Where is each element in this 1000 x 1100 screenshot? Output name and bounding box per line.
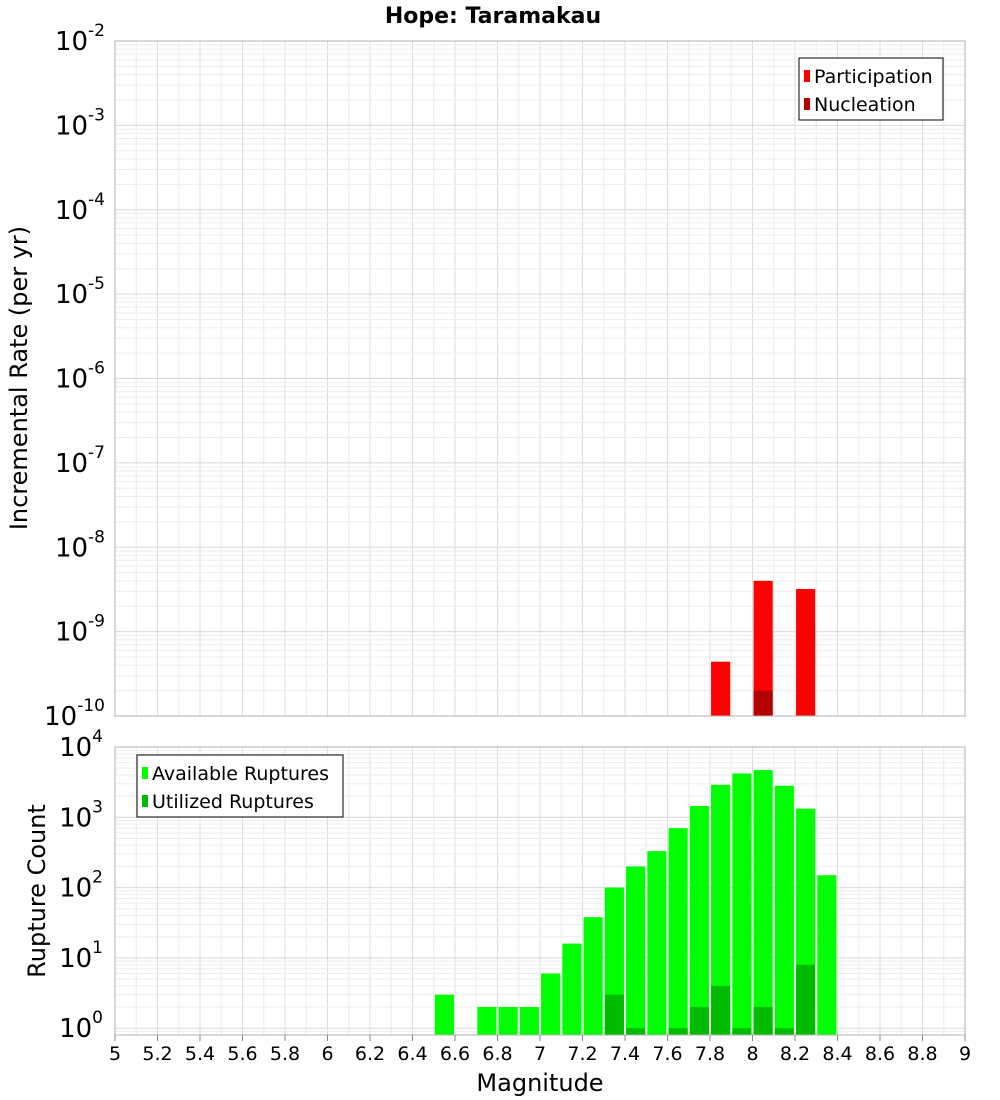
x-tick-label: 5.4 [185, 1043, 215, 1065]
x-tick-label: 6 [321, 1043, 333, 1065]
bar-utilized-ruptures [796, 964, 816, 1035]
top-y-axis-label: Incremental Rate (per yr) [5, 226, 33, 530]
legend: Available Ruptures Utilized Ruptures [136, 754, 344, 818]
bar-utilized-ruptures [626, 1028, 646, 1035]
y-tick-label: 102 [59, 868, 103, 904]
y-tick-label: 104 [59, 727, 103, 763]
bar-utilized-ruptures [732, 1028, 752, 1035]
x-tick-label: 7.4 [610, 1043, 640, 1065]
bar-available-ruptures [498, 1007, 518, 1035]
x-tick-label: 5.8 [270, 1043, 300, 1065]
x-tick-label: 9 [959, 1043, 971, 1065]
bar-participation [796, 589, 816, 716]
x-tick-label: 8.6 [865, 1043, 895, 1065]
x-tick-label: 5.2 [142, 1043, 172, 1065]
bar-available-ruptures [583, 917, 603, 1035]
x-tick-label: 6.6 [440, 1043, 470, 1065]
legend-swatch [142, 795, 148, 807]
legend-label: Utilized Ruptures [152, 791, 314, 813]
bar-available-ruptures [668, 828, 688, 1035]
bar-available-ruptures [689, 805, 709, 1035]
y-tick-label: 10-2 [55, 21, 105, 57]
top-plot-area: 10-10 10-9 10-8 10-7 10-6 10-5 10-4 10-3 10-2 Par… [44, 21, 966, 732]
bottom-plot-area: 100 101 102 103 104 Available Ruptures Utilize… [59, 727, 971, 1065]
x-tick-label: 8.2 [780, 1043, 810, 1065]
bottom-y-axis-label: Rupture Count [23, 804, 51, 978]
x-tick-label: 6.4 [397, 1043, 427, 1065]
bar-available-ruptures [732, 773, 752, 1035]
y-tick-label: 10-7 [55, 443, 105, 479]
legend-label: Available Ruptures [152, 763, 329, 785]
bar-available-ruptures [434, 994, 454, 1035]
bar-available-ruptures [774, 785, 794, 1035]
x-tick-label: 8.4 [822, 1043, 852, 1065]
bar-available-ruptures [562, 943, 582, 1035]
x-tick-label: 7 [534, 1043, 546, 1065]
x-axis-label: Magnitude [476, 1069, 603, 1097]
bar-available-ruptures [647, 851, 667, 1035]
y-tick-label: 101 [59, 938, 103, 974]
bar-utilized-ruptures [689, 1007, 709, 1035]
x-tick-label: 6.8 [482, 1043, 512, 1065]
x-tick-label: 8.8 [907, 1043, 937, 1065]
y-tick-label: 10-10 [44, 696, 105, 732]
legend-swatch [142, 767, 148, 779]
bar-available-ruptures [817, 875, 837, 1035]
plot-frame [114, 40, 966, 717]
y-tick-label: 10-5 [55, 274, 105, 310]
legend-box [136, 754, 344, 818]
legend-swatch [804, 98, 810, 110]
x-tick-label: 5 [109, 1043, 121, 1065]
x-tick-label: 6.2 [355, 1043, 385, 1065]
legend: Participation Nucleation [798, 57, 944, 121]
bar-available-ruptures [477, 1007, 497, 1035]
legend-swatch [804, 70, 810, 82]
bar-participation [753, 580, 773, 716]
x-tick-label: 5.6 [227, 1043, 257, 1065]
chart-title: Hope: Taramakau [385, 4, 601, 29]
bar-available-ruptures [753, 770, 773, 1035]
bar-nucleation [753, 690, 773, 716]
bar-utilized-ruptures [668, 1028, 688, 1035]
y-tick-label: 10-3 [55, 105, 105, 141]
bar-utilized-ruptures [774, 1028, 794, 1035]
y-tick-label: 10-8 [55, 527, 105, 563]
bar-utilized-ruptures [753, 1007, 773, 1035]
y-tick-label: 103 [59, 797, 103, 833]
bar-available-ruptures [711, 784, 731, 1035]
y-tick-label: 10-4 [55, 190, 105, 226]
legend-box [798, 57, 944, 121]
x-tick-label: 8 [746, 1043, 758, 1065]
bar-utilized-ruptures [604, 994, 624, 1035]
bar-available-ruptures [519, 1007, 539, 1035]
legend-label: Nucleation [814, 94, 916, 116]
y-tick-label: 100 [59, 1008, 103, 1044]
bar-utilized-ruptures [711, 985, 731, 1035]
y-tick-label: 10-6 [55, 359, 105, 395]
legend-label: Participation [814, 66, 933, 88]
y-tick-label: 10-9 [55, 612, 105, 648]
bar-available-ruptures [626, 866, 646, 1035]
x-tick-label: 7.2 [567, 1043, 597, 1065]
x-tick-label: 7.6 [652, 1043, 682, 1065]
bar-available-ruptures [541, 973, 561, 1035]
bar-participation [711, 661, 731, 716]
x-tick-label: 7.8 [695, 1043, 725, 1065]
